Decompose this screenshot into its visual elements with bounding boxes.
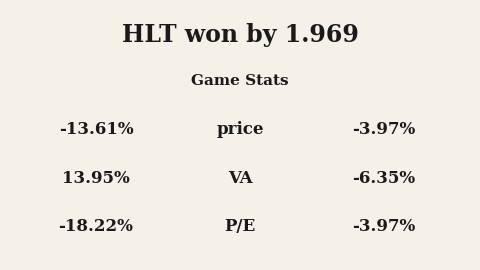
Text: 13.95%: 13.95% [62, 170, 130, 187]
Text: Game Stats: Game Stats [191, 74, 289, 88]
Text: -18.22%: -18.22% [59, 218, 133, 235]
Text: -13.61%: -13.61% [59, 121, 133, 138]
Text: price: price [216, 121, 264, 138]
Text: -3.97%: -3.97% [352, 218, 416, 235]
Text: VA: VA [228, 170, 252, 187]
Text: P/E: P/E [224, 218, 256, 235]
Text: -3.97%: -3.97% [352, 121, 416, 138]
Text: HLT won by 1.969: HLT won by 1.969 [121, 23, 359, 47]
Text: -6.35%: -6.35% [352, 170, 416, 187]
